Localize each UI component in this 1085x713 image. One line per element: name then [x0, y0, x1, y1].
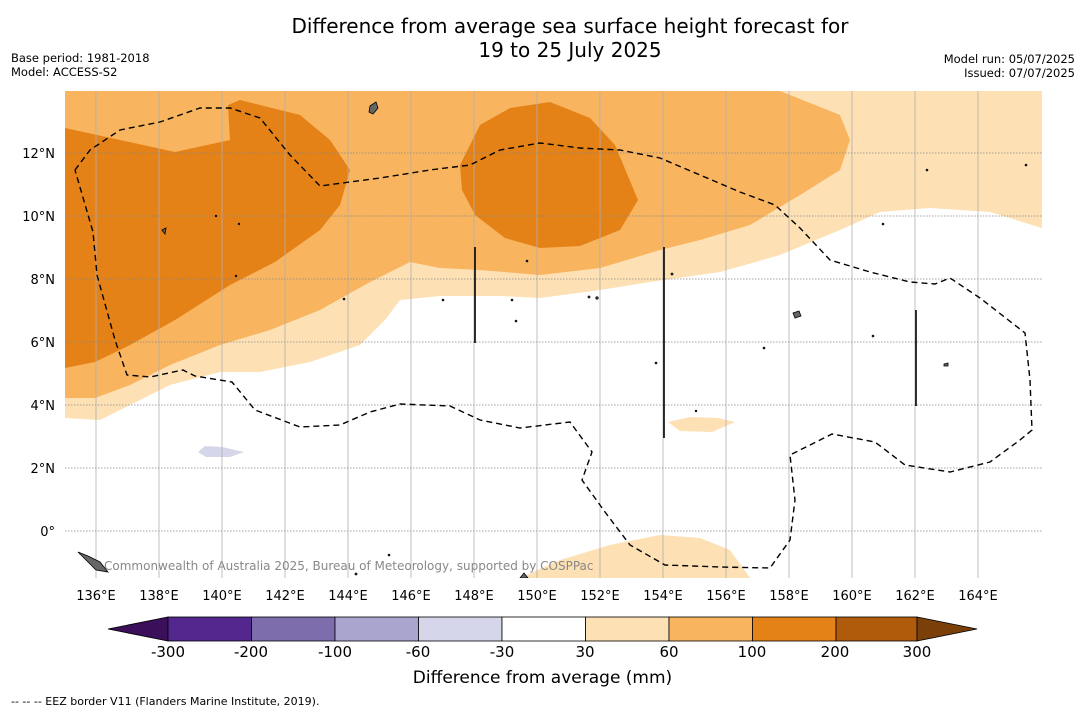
lon-label: 146°E — [391, 589, 431, 604]
contour-patch-south — [520, 535, 750, 578]
lon-label: 136°E — [76, 589, 116, 604]
eez-footnote: -- -- -- EEZ border V11 (Flanders Marine… — [11, 695, 320, 708]
lat-label: 10°N — [22, 210, 55, 225]
lat-label: 8°N — [31, 273, 56, 288]
colorbar-tick-label: -300 — [150, 643, 186, 661]
lon-labels: 136°E 138°E 140°E 142°E 144°E 146°E 148°… — [76, 589, 998, 604]
colorbar-bin — [668, 616, 753, 642]
lat-labels: 12°N 10°N 8°N 6°N 4°N 2°N 0° — [22, 147, 55, 540]
lon-label: 144°E — [328, 589, 368, 604]
island-pohnpei — [943, 362, 949, 367]
issued-date: Issued: 07/07/2025 — [964, 66, 1075, 80]
map-panel: Commonwealth of Australia 2025, Bureau o… — [65, 91, 1042, 578]
colorbar-tick-label: -30 — [489, 643, 515, 661]
colorbar-bin — [835, 616, 918, 642]
model-name: Model: ACCESS-S2 — [11, 65, 118, 79]
model-run: Model run: 05/07/2025 — [943, 52, 1075, 66]
island-png — [77, 551, 109, 573]
lat-label: 4°N — [31, 399, 56, 414]
lon-label: 150°E — [517, 589, 557, 604]
contour-patch-155e — [668, 417, 735, 432]
contour-100-200-central — [460, 102, 638, 248]
lon-label: 164°E — [958, 589, 998, 604]
lat-gridlines — [65, 152, 1042, 532]
lon-label: 142°E — [265, 589, 305, 604]
copyright-notice: Commonwealth of Australia 2025, Bureau o… — [104, 559, 594, 573]
title-line-2: 19 to 25 July 2025 — [478, 38, 662, 62]
colorbar-bin — [167, 616, 252, 642]
run-info: Model run: 05/07/2025 Issued: 07/07/2025 — [944, 52, 1075, 80]
colorbar-bin — [585, 616, 670, 642]
colorbar-bin — [334, 616, 419, 642]
colorbar-tick-label: 60 — [659, 643, 679, 661]
island-manus — [519, 572, 529, 578]
colorbar-bin — [251, 616, 336, 642]
colorbar-tick-label: 100 — [737, 643, 767, 661]
colorbar-bin — [501, 616, 586, 642]
lon-gridlines — [95, 91, 979, 578]
colorbar-tick-label: 200 — [820, 643, 850, 661]
lon-label: 156°E — [706, 589, 746, 604]
title-line-1: Difference from average sea surface heig… — [291, 14, 849, 38]
lat-label: 12°N — [22, 147, 55, 162]
contour-100-200-west — [65, 100, 350, 368]
lon-label: 140°E — [202, 589, 242, 604]
colorbar-title: Difference from average (mm) — [412, 668, 673, 688]
lat-label: 2°N — [31, 462, 56, 477]
colorbar-tick-label: 30 — [575, 643, 595, 661]
map-title: Difference from average sea surface heig… — [0, 14, 1085, 62]
lon-label: 158°E — [769, 589, 809, 604]
colorbar-tick-label: -60 — [405, 643, 431, 661]
eez-border — [74, 107, 1033, 569]
lat-label: 6°N — [31, 336, 56, 351]
base-period: Base period: 1981-2018 — [11, 51, 150, 65]
boundary-lines — [474, 247, 917, 438]
island-yap — [161, 227, 167, 235]
lon-label: 152°E — [580, 589, 620, 604]
colorbar-tick-label: -100 — [317, 643, 353, 661]
colorbar-bin — [752, 616, 837, 642]
island-chuuk — [792, 310, 802, 319]
contour-neg-30-60 — [198, 446, 244, 457]
lon-label: 162°E — [895, 589, 935, 604]
lon-label: 138°E — [139, 589, 179, 604]
island-guam — [368, 101, 379, 115]
lon-label: 154°E — [643, 589, 683, 604]
model-info: Base period: 1981-2018 Model: ACCESS-S2 — [11, 51, 150, 79]
colorbar-tick-label: 300 — [902, 643, 932, 661]
lat-label: 0° — [40, 525, 55, 540]
colorbar-tick-label: -200 — [233, 643, 269, 661]
islands — [77, 101, 1028, 578]
colorbar — [107, 616, 978, 642]
lon-label: 160°E — [832, 589, 872, 604]
colorbar-bin — [418, 616, 503, 642]
lon-label: 148°E — [454, 589, 494, 604]
colorbar-extend-high — [916, 616, 978, 642]
colorbar-extend-low — [107, 616, 169, 642]
